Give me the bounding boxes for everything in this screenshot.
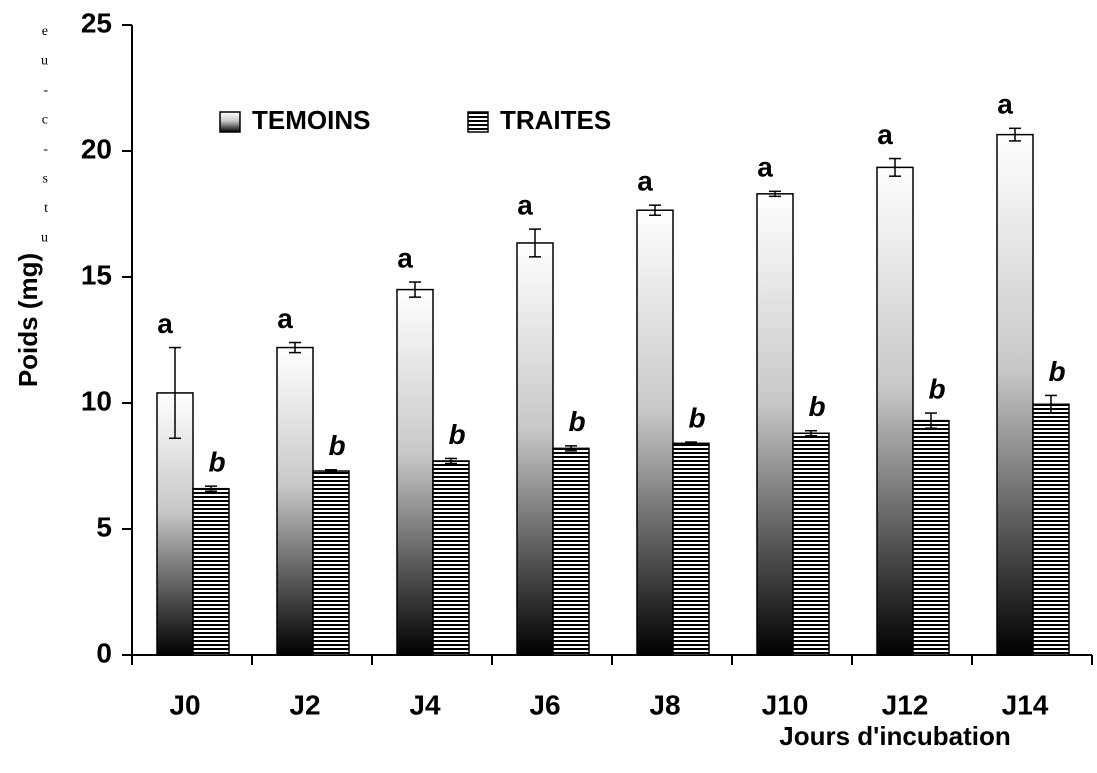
side-text: u: [41, 231, 48, 246]
y-tick-label: 10: [81, 385, 112, 416]
y-tick-label: 15: [81, 259, 112, 290]
significance-letter: a: [877, 119, 893, 150]
x-tick-label: J2: [289, 689, 320, 720]
significance-letter: a: [997, 89, 1013, 120]
side-text: e: [42, 24, 48, 39]
bar: [396, 288, 434, 656]
side-text: t: [44, 201, 48, 216]
y-tick-label: 5: [96, 511, 112, 542]
x-tick-label: J4: [409, 689, 441, 720]
bar: [996, 133, 1034, 656]
side-text: s: [43, 172, 48, 187]
side-text: -: [43, 142, 48, 157]
significance-letter: a: [157, 308, 173, 339]
significance-letter: a: [397, 242, 413, 273]
significance-letter: a: [517, 190, 533, 221]
bar: [1032, 403, 1070, 656]
y-tick-label: 20: [81, 133, 112, 164]
bar: [516, 242, 554, 656]
bar: [636, 209, 674, 656]
bar: [876, 166, 914, 656]
significance-letter: b: [448, 419, 465, 450]
x-tick-label: J14: [1002, 689, 1049, 720]
significance-letter: b: [328, 430, 345, 461]
significance-letter: b: [568, 406, 585, 437]
bar: [672, 442, 710, 656]
side-text: u: [41, 54, 48, 69]
bar: [192, 487, 230, 656]
legend-swatch: [219, 111, 241, 133]
y-tick-label: 25: [81, 7, 112, 38]
bar: [312, 470, 350, 656]
x-tick-label: J0: [169, 689, 200, 720]
significance-letter: b: [808, 391, 825, 422]
x-tick-label: J10: [762, 689, 809, 720]
significance-letter: b: [208, 447, 225, 478]
x-axis-label: Jours d'incubation: [779, 721, 1011, 751]
bar: [552, 447, 590, 656]
bar: [756, 193, 794, 656]
significance-letter: b: [688, 402, 705, 433]
side-text: c: [42, 113, 48, 128]
significance-letter: a: [637, 166, 653, 197]
x-tick-label: J12: [882, 689, 929, 720]
x-tick-label: J8: [649, 689, 680, 720]
bar: [276, 346, 314, 656]
y-tick-label: 0: [96, 637, 112, 668]
bar: [912, 419, 950, 656]
significance-letter: a: [277, 303, 293, 334]
legend-label: TEMOINS: [252, 105, 370, 135]
bar: [432, 460, 470, 656]
y-axis-label: Poids (mg): [13, 253, 43, 387]
legend-swatch: [467, 111, 489, 133]
significance-letter: b: [1048, 356, 1065, 387]
side-text: -: [43, 83, 48, 98]
x-tick-label: J6: [529, 689, 560, 720]
bar: [792, 432, 830, 656]
significance-letter: a: [757, 152, 773, 183]
legend-label: TRAITES: [500, 105, 611, 135]
significance-letter: b: [928, 373, 945, 404]
